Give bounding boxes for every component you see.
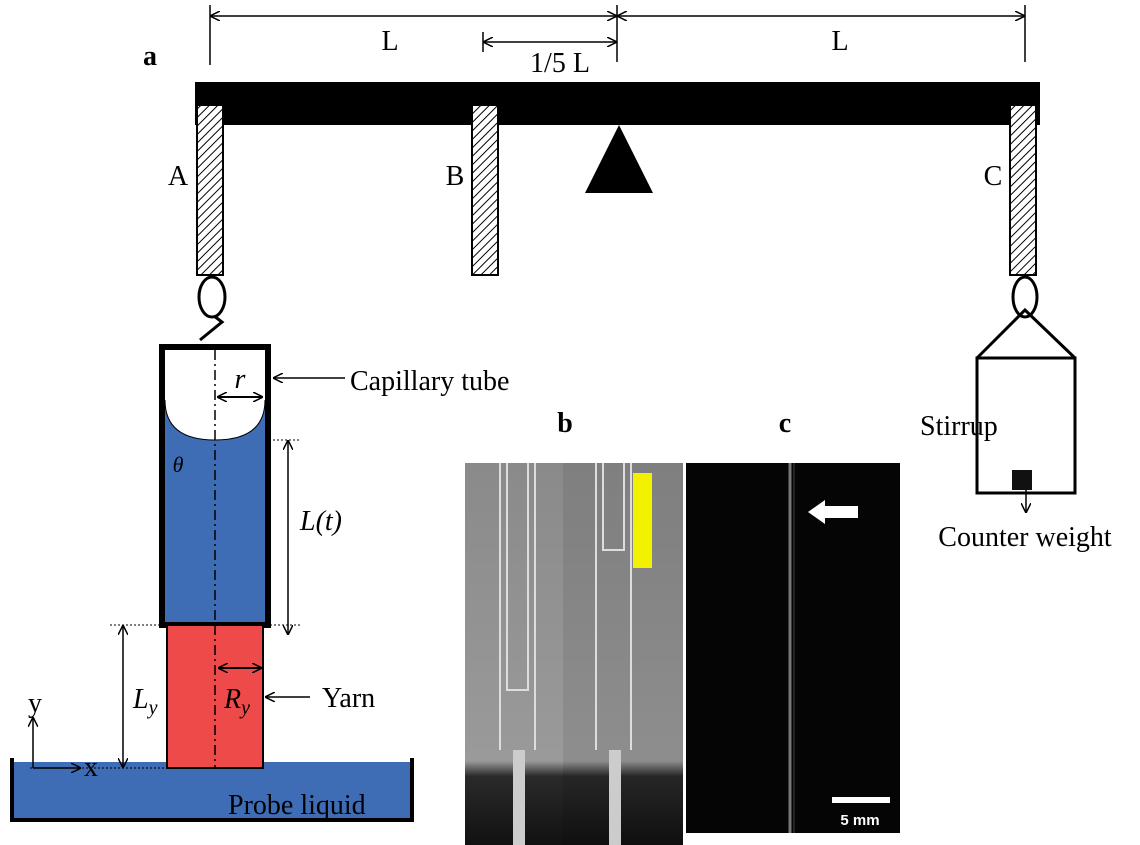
post-label: B [446, 161, 465, 192]
yarn-photo [513, 750, 525, 845]
beam [195, 82, 1040, 125]
panel-label: b [557, 408, 573, 439]
scale-bar [633, 473, 652, 568]
panel-label: a [143, 41, 157, 72]
yarn-photo [609, 750, 621, 845]
scale-bar [832, 797, 890, 803]
post-label: A [168, 161, 189, 192]
scale-label: 5 mm [840, 812, 879, 829]
label-sub: y [147, 697, 158, 719]
photo [686, 463, 900, 833]
counter-weight [1012, 470, 1032, 490]
weight-label: Counter weight [938, 522, 1112, 553]
length-label: L(t) [299, 506, 342, 537]
loop [199, 277, 225, 317]
tube-label: Capillary tube [350, 366, 509, 397]
label-main: R [223, 684, 241, 715]
post [197, 105, 223, 275]
angle-label: θ [173, 452, 184, 477]
label-main: L [132, 684, 149, 715]
dim-label: 1/5 L [530, 48, 590, 79]
yarn-length-label: Ly [132, 684, 158, 719]
panel-label: c [779, 408, 791, 439]
post-label: C [984, 161, 1003, 192]
axis-label: x [84, 752, 98, 783]
yarn-label: Yarn [322, 683, 375, 714]
fulcrum [585, 125, 653, 193]
dimensions [210, 5, 1025, 65]
label-sub: y [239, 697, 250, 719]
post [472, 105, 498, 275]
radius-label: r [235, 364, 246, 395]
axis-label: y [28, 688, 42, 719]
post [1010, 105, 1036, 275]
liquid-label: Probe liquid [228, 790, 366, 821]
hook [200, 316, 222, 340]
stirrup-label: Stirrup [920, 411, 998, 442]
figure: a L 1/5 L L A B C r θ Capillary tube L(t… [0, 0, 1140, 845]
dim-label: L [381, 26, 398, 57]
dim-label: L [831, 26, 848, 57]
